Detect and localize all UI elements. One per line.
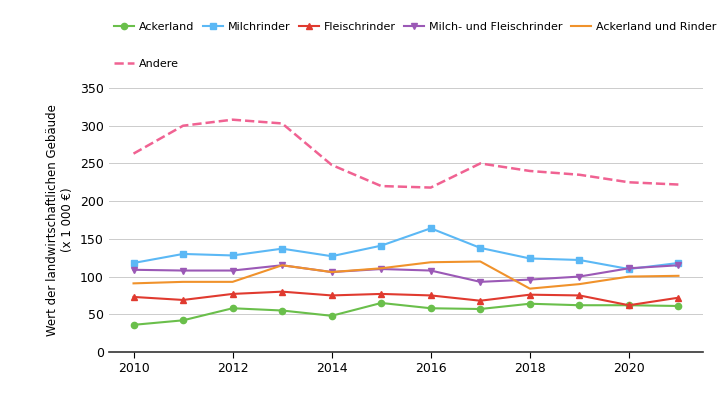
Milch- und Fleischrinder — [426, 268, 435, 273]
Milch- und Fleischrinder — [278, 263, 286, 268]
Ackerland — [624, 303, 634, 308]
Milch- und Fleischrinder — [575, 274, 584, 279]
Ackerland und Rinder — [327, 270, 336, 274]
Ackerland — [228, 306, 237, 311]
Milchrinder — [278, 246, 286, 251]
Fleischrinder — [476, 298, 484, 303]
Andere — [278, 121, 286, 126]
Legend: Andere: Andere — [115, 59, 179, 69]
Milch- und Fleischrinder — [624, 266, 634, 271]
Ackerland — [377, 300, 386, 305]
Ackerland — [526, 301, 534, 306]
Andere — [575, 172, 584, 177]
Milchrinder — [526, 256, 534, 261]
Fleischrinder — [377, 292, 386, 296]
Line: Ackerland und Rinder: Ackerland und Rinder — [133, 262, 679, 289]
Andere — [624, 180, 634, 185]
Milchrinder — [228, 253, 237, 258]
Fleischrinder — [327, 293, 336, 298]
Ackerland — [575, 303, 584, 308]
Ackerland — [476, 307, 484, 312]
Ackerland und Rinder — [228, 280, 237, 284]
Andere — [228, 117, 237, 122]
Milch- und Fleischrinder — [674, 263, 683, 268]
Ackerland — [426, 306, 435, 311]
Andere — [377, 184, 386, 188]
Milchrinder — [327, 254, 336, 259]
Milch- und Fleischrinder — [476, 280, 484, 284]
Ackerland — [674, 304, 683, 308]
Ackerland — [278, 308, 286, 313]
Fleischrinder — [674, 295, 683, 300]
Ackerland und Rinder — [526, 286, 534, 291]
Ackerland und Rinder — [377, 266, 386, 271]
Milchrinder — [129, 260, 138, 265]
Ackerland — [129, 322, 138, 327]
Ackerland und Rinder — [178, 280, 187, 284]
Andere — [178, 123, 187, 128]
Line: Ackerland: Ackerland — [130, 300, 682, 328]
Fleischrinder — [278, 289, 286, 294]
Milch- und Fleischrinder — [526, 277, 534, 282]
Andere — [129, 151, 138, 156]
Line: Milch- und Fleischrinder: Milch- und Fleischrinder — [130, 262, 682, 285]
Ackerland und Rinder — [476, 259, 484, 264]
Milchrinder — [575, 258, 584, 262]
Andere — [426, 185, 435, 190]
Milchrinder — [624, 267, 634, 272]
Milchrinder — [476, 246, 484, 250]
Fleischrinder — [178, 298, 187, 302]
Ackerland — [178, 318, 187, 323]
Line: Fleischrinder: Fleischrinder — [130, 288, 682, 308]
Milchrinder — [377, 243, 386, 248]
Fleischrinder — [575, 293, 584, 298]
Milch- und Fleischrinder — [129, 267, 138, 272]
Ackerland und Rinder — [575, 282, 584, 286]
Ackerland und Rinder — [674, 274, 683, 278]
Ackerland und Rinder — [278, 263, 286, 268]
Fleischrinder — [228, 292, 237, 296]
Line: Andere: Andere — [133, 120, 679, 188]
Milch- und Fleischrinder — [377, 267, 386, 272]
Andere — [526, 168, 534, 173]
Milch- und Fleischrinder — [178, 268, 187, 273]
Fleischrinder — [624, 303, 634, 308]
Andere — [327, 162, 336, 167]
Milch- und Fleischrinder — [228, 268, 237, 273]
Milchrinder — [426, 226, 435, 231]
Ackerland und Rinder — [624, 274, 634, 279]
Milchrinder — [674, 260, 683, 265]
Fleischrinder — [426, 293, 435, 298]
Y-axis label: Wert der landwirtschaftlichen Gebäude
(x 1 000 €): Wert der landwirtschaftlichen Gebäude (x… — [46, 104, 75, 336]
Andere — [674, 182, 683, 187]
Milchrinder — [178, 252, 187, 256]
Ackerland und Rinder — [129, 281, 138, 286]
Line: Milchrinder: Milchrinder — [130, 225, 682, 272]
Andere — [476, 161, 484, 166]
Ackerland und Rinder — [426, 260, 435, 265]
Milch- und Fleischrinder — [327, 270, 336, 274]
Ackerland — [327, 313, 336, 318]
Fleischrinder — [526, 292, 534, 297]
Fleischrinder — [129, 294, 138, 299]
